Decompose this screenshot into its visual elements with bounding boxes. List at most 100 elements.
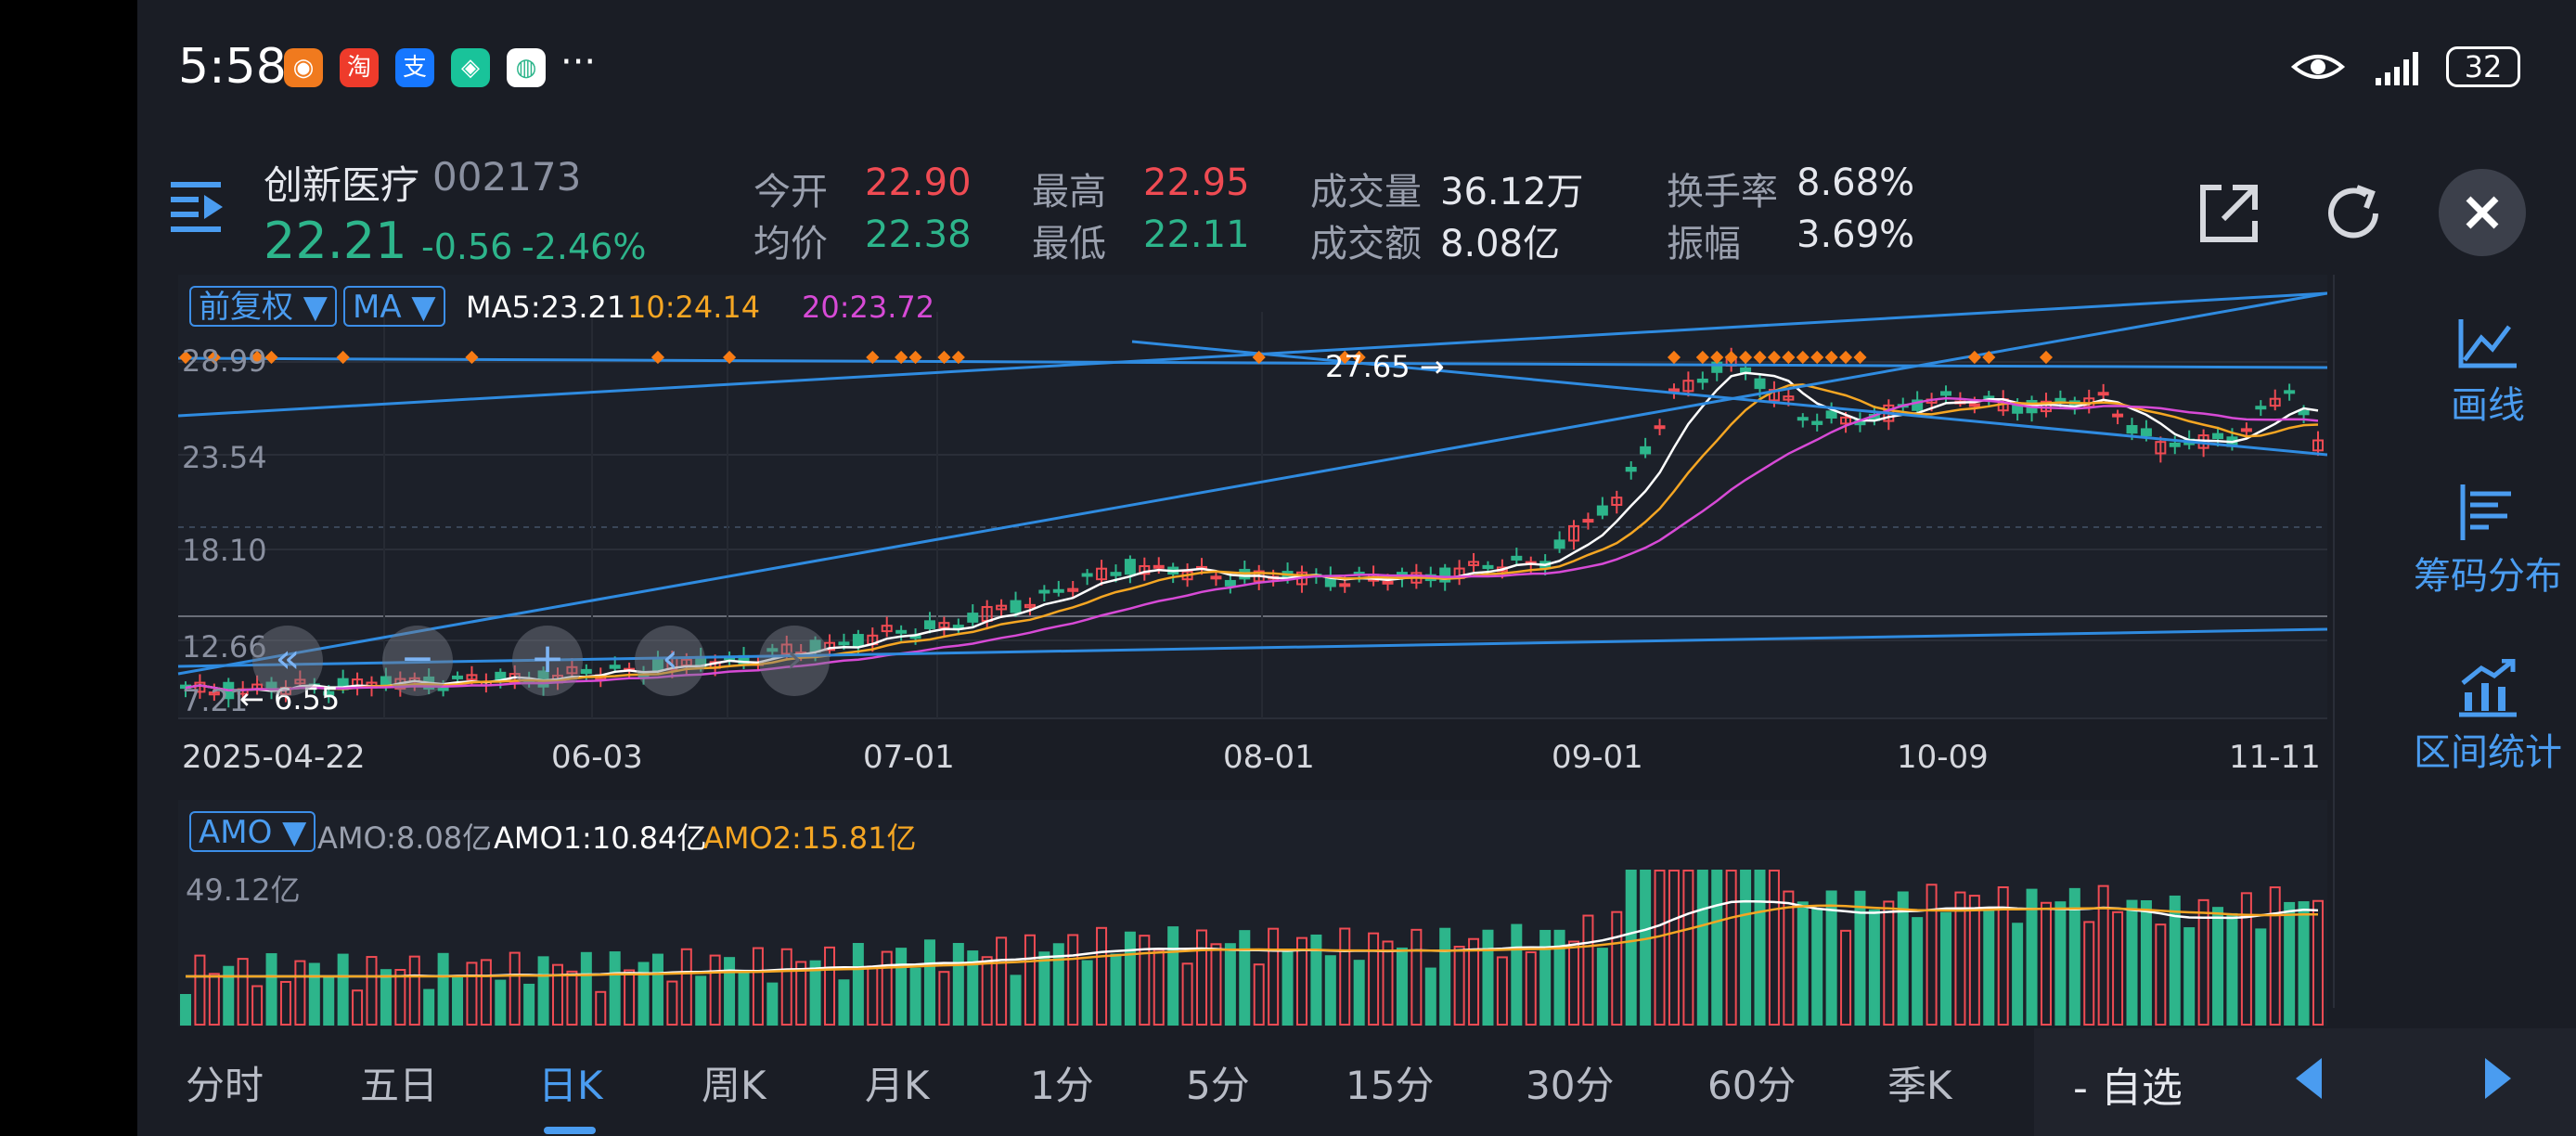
- tab-3[interactable]: 日K: [538, 1063, 603, 1108]
- tab-11[interactable]: 季K: [1887, 1063, 1952, 1108]
- signal-marker: [1810, 350, 1824, 365]
- candle-body: [1783, 395, 1795, 401]
- volume-bar: [1139, 935, 1151, 1026]
- candle-body: [651, 659, 663, 671]
- tab-7[interactable]: 5分: [1186, 1063, 1250, 1108]
- candle-body: [1840, 416, 1852, 425]
- tab-4[interactable]: 周K: [702, 1063, 766, 1108]
- draw-line-tool[interactable]: 画线: [2409, 316, 2567, 429]
- close-button[interactable]: [2439, 169, 2526, 256]
- quote-value: 36.12万: [1440, 171, 1584, 213]
- tab-6[interactable]: 1分: [1030, 1063, 1094, 1108]
- quote-value: 22.95: [1143, 161, 1250, 204]
- volume-bar: [2126, 899, 2138, 1026]
- quote-value: 22.90: [865, 161, 972, 204]
- interval-stats-tool[interactable]: 区间统计: [2409, 658, 2567, 776]
- candle-body: [1611, 497, 1623, 507]
- volume-bar: [1010, 975, 1022, 1026]
- eye-icon: [2290, 55, 2346, 79]
- signal-marker: [1838, 350, 1853, 365]
- prev-stock-icon[interactable]: [2290, 1056, 2327, 1101]
- zoom-out-button[interactable]: −: [382, 626, 453, 696]
- candle-body: [1754, 378, 1766, 390]
- menu-icon[interactable]: [171, 180, 226, 232]
- price-label-4: 12.66: [182, 629, 267, 665]
- chip-distribution-tool[interactable]: 筹码分布: [2409, 483, 2567, 600]
- candle-body: [2212, 432, 2224, 440]
- candle-body: [824, 641, 836, 652]
- candle-body: [766, 648, 779, 652]
- interval-stats-icon: [2459, 658, 2517, 717]
- candle-body: [1052, 588, 1064, 593]
- signal-marker: [1724, 350, 1738, 365]
- scroll-right-button[interactable]: ›: [759, 626, 830, 696]
- candle-body: [2112, 413, 2124, 418]
- signal-icon: [2376, 52, 2418, 85]
- kline-chart[interactable]: [137, 275, 2327, 1028]
- candle-body: [1210, 575, 1222, 580]
- scroll-left-button[interactable]: ‹: [635, 626, 705, 696]
- candle-body: [1553, 539, 1565, 549]
- volume-bar: [580, 951, 592, 1026]
- tab-2[interactable]: 五日: [360, 1063, 439, 1108]
- tab-10[interactable]: 60分: [1707, 1063, 1797, 1108]
- quote-label: 换手率: [1667, 171, 1778, 213]
- candle-body: [1582, 519, 1594, 523]
- next-stock-icon[interactable]: [2479, 1056, 2517, 1101]
- ma10-value: 10:24.14: [627, 290, 761, 325]
- volume-bar: [1811, 908, 1823, 1026]
- zoom-in-button[interactable]: +: [512, 626, 583, 696]
- volume-bar: [208, 973, 220, 1026]
- candle-body: [1124, 559, 1136, 575]
- volume-bar: [1725, 870, 1737, 1026]
- external-link-icon[interactable]: [2190, 174, 2268, 252]
- favorite-button[interactable]: - 自选: [2073, 1065, 2183, 1112]
- draw-line-icon: [2458, 319, 2517, 368]
- scroll-start-button[interactable]: «: [252, 626, 323, 696]
- adjust-select[interactable]: 前复权 ▼: [189, 286, 337, 327]
- tab-1[interactable]: 分时: [186, 1063, 264, 1108]
- app-icon-5: ◍: [507, 48, 546, 87]
- volume-bar: [1353, 960, 1365, 1026]
- tab-8[interactable]: 15分: [1346, 1063, 1435, 1108]
- volume-bar: [2140, 900, 2152, 1026]
- volume-bar: [624, 969, 636, 1026]
- high-marker: 27.65 →: [1325, 349, 1445, 384]
- tab-5[interactable]: 月K: [865, 1063, 930, 1108]
- candle-body: [2126, 425, 2138, 434]
- candle-body: [2240, 428, 2252, 432]
- quote-value: 8.68%: [1797, 161, 1915, 204]
- volume-bar: [2155, 923, 2167, 1026]
- volume-indicator-select[interactable]: AMO ▼: [189, 811, 316, 852]
- volume-bar: [1081, 960, 1093, 1026]
- battery-indicator: 32: [2446, 46, 2520, 87]
- volume-bar: [766, 982, 779, 1026]
- volume-bar: [1253, 963, 1265, 1026]
- candle-body: [1825, 410, 1837, 419]
- signal-marker: [1710, 350, 1724, 365]
- volume-bar: [380, 969, 392, 1026]
- volume-bar: [1167, 926, 1179, 1026]
- volume-bar: [938, 971, 950, 1026]
- stock-name: 创新医疗: [264, 162, 420, 208]
- tab-9[interactable]: 30分: [1526, 1063, 1615, 1108]
- app-icon-4: ◈: [451, 48, 490, 87]
- refresh-icon[interactable]: [2314, 174, 2392, 252]
- price-change-percent: -2.46%: [522, 226, 647, 267]
- candle-body: [923, 620, 935, 629]
- volume-bar: [680, 948, 692, 1026]
- volume-bar: [1783, 890, 1795, 1026]
- volume-bar: [2312, 899, 2324, 1026]
- candle-body: [580, 668, 592, 675]
- volume-bar: [180, 994, 191, 1026]
- volume-bar: [2112, 910, 2124, 1026]
- date-label-4: 08-01: [1223, 739, 1315, 776]
- volume-bar: [1954, 891, 1966, 1026]
- volume-bar: [1654, 870, 1666, 1026]
- volume-bar: [509, 951, 521, 1026]
- volume-bar: [1711, 870, 1723, 1026]
- volume-bar: [1153, 949, 1165, 1026]
- chip-distribution-icon: [2460, 484, 2511, 540]
- date-label-7: 11-11: [2229, 739, 2321, 776]
- indicator-select[interactable]: MA ▼: [343, 286, 445, 327]
